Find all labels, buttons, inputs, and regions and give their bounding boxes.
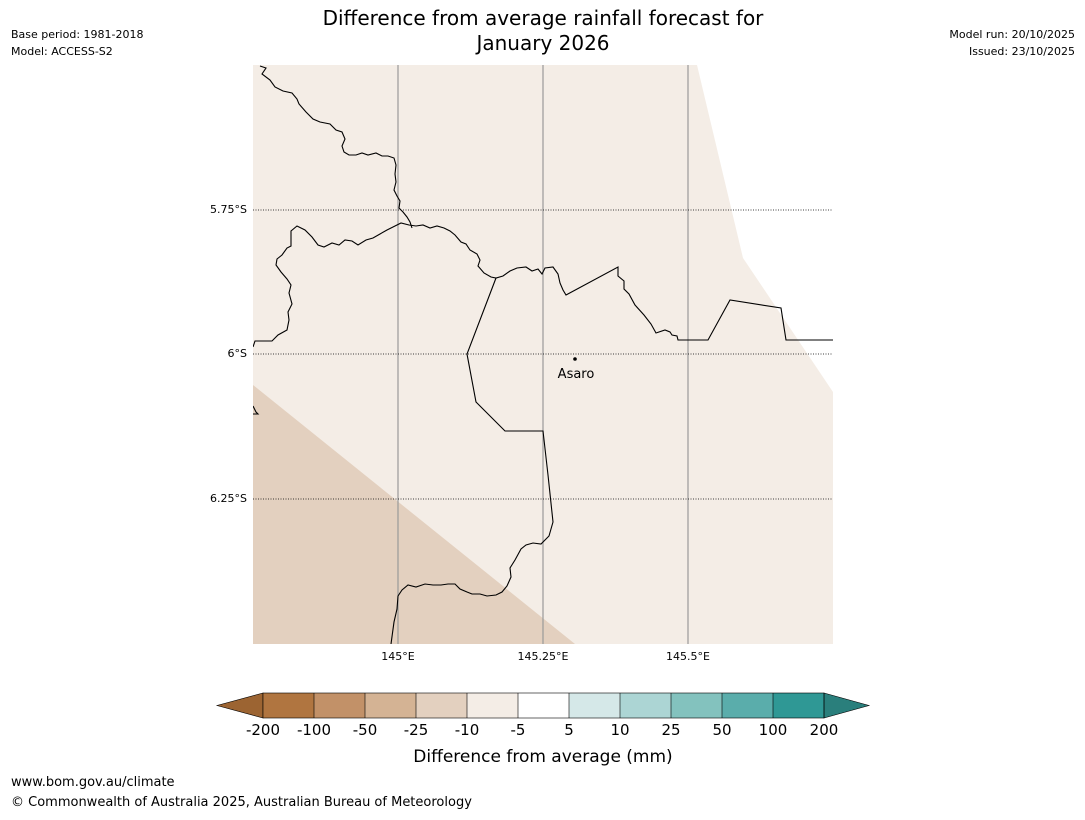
colorbar-tick: 100 <box>759 721 788 739</box>
colorbar-bin <box>671 693 722 718</box>
colorbar-tick: 10 <box>610 721 629 739</box>
colorbar-tick: 50 <box>712 721 731 739</box>
colorbar-bin <box>416 693 467 718</box>
below-average-region <box>253 385 575 644</box>
footer-url[interactable]: www.bom.gov.au/climate <box>11 775 175 790</box>
colorbar-tick: -5 <box>511 721 526 739</box>
colorbar-bin <box>467 693 518 718</box>
colorbar-bin <box>569 693 620 718</box>
metadata-left: Base period: 1981-2018 Model: ACCESS-S2 <box>11 26 143 60</box>
base-period-text: Base period: 1981-2018 <box>11 28 144 41</box>
colorbar-title: Difference from average (mm) <box>413 747 672 767</box>
colorbar-bin <box>365 693 416 718</box>
colorbar-bin <box>314 693 365 718</box>
model-run-text: Model run: 20/10/2025 <box>949 28 1075 41</box>
colorbar-bin <box>518 693 569 718</box>
colorbar-tick: -200 <box>246 721 280 739</box>
footer-copyright: © Commonwealth of Australia 2025, Austra… <box>11 795 472 810</box>
colorbar-tick: -50 <box>353 721 378 739</box>
colorbar-outline <box>262 692 825 719</box>
model-text: Model: ACCESS-S2 <box>11 45 113 58</box>
colorbar-tick: 200 <box>810 721 839 739</box>
lon-label-145-25e: 145.25°E <box>518 650 569 663</box>
lat-label-6-25s: 6.25°S <box>210 492 247 505</box>
colorbar-dividers <box>313 693 774 718</box>
province-border-south <box>390 277 554 644</box>
asaro-marker <box>573 357 577 361</box>
colorbar-tick: 25 <box>661 721 680 739</box>
colorbar-tick: 5 <box>564 721 574 739</box>
colorbar: -200 -100 -50 -25 -10 -5 5 10 25 50 100 … <box>215 692 871 767</box>
colorbar-extend-low <box>215 692 264 719</box>
colorbar-extend-high <box>823 692 871 719</box>
map-title: Difference from average rainfall forecas… <box>243 6 843 56</box>
province-border-central <box>253 222 833 348</box>
lon-label-145-5e: 145.5°E <box>666 650 710 663</box>
province-border-west-fragment <box>253 405 260 415</box>
lon-label-145e: 145°E <box>381 650 414 663</box>
colorbar-bin <box>263 693 314 718</box>
colorbar-tick: -25 <box>404 721 429 739</box>
map-plot-area <box>253 65 833 644</box>
lat-label-5-75s: 5.75°S <box>210 203 247 216</box>
lat-label-6s: 6°S <box>228 347 247 360</box>
map-title-line2: January 2026 <box>476 31 610 55</box>
colorbar-tick: -100 <box>297 721 331 739</box>
colorbar-bin <box>722 693 773 718</box>
asaro-label: Asaro <box>558 367 595 382</box>
colorbar-bin <box>620 693 671 718</box>
colorbar-tick: -10 <box>455 721 480 739</box>
map-title-line1: Difference from average rainfall forecas… <box>322 6 764 30</box>
province-border-northwest <box>259 65 413 229</box>
colorbar-bin <box>773 693 824 718</box>
issued-text: Issued: 23/10/2025 <box>968 45 1075 58</box>
metadata-right: Model run: 20/10/2025 Issued: 23/10/2025 <box>949 26 1075 60</box>
